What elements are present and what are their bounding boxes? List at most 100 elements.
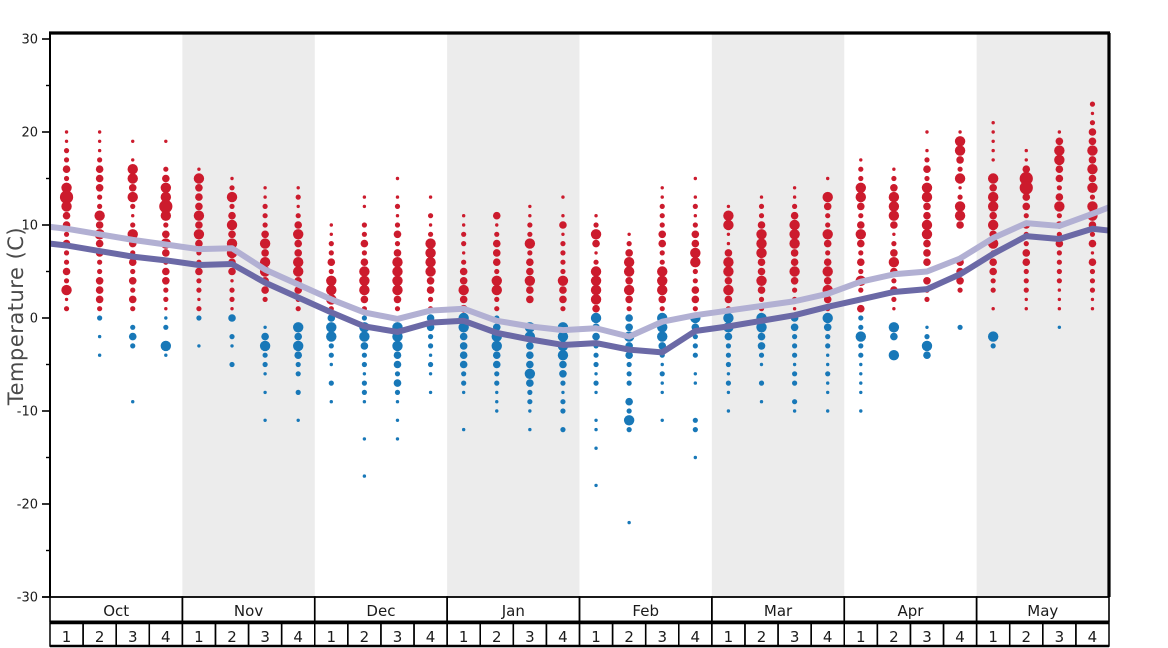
warm-temp-dot (757, 221, 766, 229)
warm-temp-dot (921, 191, 933, 203)
cold-temp-dot (626, 361, 632, 368)
warm-temp-dot (858, 166, 864, 172)
warm-temp-dot (1055, 165, 1064, 173)
warm-temp-dot (891, 241, 897, 247)
cold-temp-dot (560, 408, 566, 414)
cold-temp-dot (858, 324, 864, 330)
cold-temp-dot (593, 380, 599, 386)
warm-temp-dot (561, 195, 565, 199)
warm-temp-dot (526, 258, 534, 267)
cold-temp-dot (825, 343, 831, 349)
cold-temp-dot (459, 351, 468, 360)
warm-temp-dot (989, 267, 997, 276)
warm-temp-dot (262, 222, 268, 228)
cold-temp-dot (693, 455, 698, 460)
warm-temp-dot (892, 167, 896, 171)
cold-temp-dot (594, 372, 598, 376)
cold-temp-dot (326, 322, 337, 333)
warm-temp-dot (1023, 268, 1029, 275)
warm-temp-dot (921, 182, 933, 193)
warm-temp-dot (1055, 193, 1064, 201)
week-number-label: 4 (955, 628, 965, 646)
warm-temp-dot (658, 295, 667, 304)
warm-temp-dot (1022, 165, 1031, 173)
warm-temp-dot (560, 268, 566, 275)
warm-temp-dot (392, 257, 403, 268)
warm-temp-dot (427, 296, 434, 302)
warm-temp-dot (461, 214, 466, 218)
warm-temp-dot (526, 295, 534, 304)
cold-temp-dot (855, 331, 866, 342)
warm-temp-dot (627, 232, 631, 236)
cold-temp-dot (594, 390, 598, 395)
cold-temp-dot (130, 343, 136, 349)
warm-temp-dot (858, 268, 864, 275)
cold-temp-dot (326, 331, 337, 342)
warm-temp-dot (362, 195, 367, 199)
cold-temp-dot (528, 427, 532, 432)
cold-temp-dot (164, 353, 168, 357)
cold-temp-dot (693, 381, 698, 385)
warm-temp-dot (228, 267, 236, 276)
warm-temp-dot (1087, 164, 1098, 175)
cold-temp-dot (660, 362, 664, 367)
warm-temp-dot (657, 275, 668, 286)
cold-temp-dot (623, 415, 635, 426)
y-tick-label: -20 (17, 498, 38, 513)
cold-temp-dot (328, 343, 334, 349)
warm-temp-dot (888, 191, 900, 203)
warm-temp-dot (1055, 174, 1064, 183)
warm-temp-dot (623, 284, 635, 296)
cold-temp-dot (492, 360, 501, 369)
warm-temp-dot (625, 277, 633, 285)
week-number-label: 3 (525, 628, 535, 646)
warm-temp-dot (326, 275, 337, 286)
cold-temp-dot (757, 342, 766, 350)
week-number-label: 1 (591, 628, 601, 646)
warm-temp-dot (1056, 213, 1062, 219)
warm-temp-dot (495, 223, 499, 227)
warm-temp-dot (262, 203, 268, 209)
cold-temp-dot (725, 352, 732, 358)
warm-temp-dot (1055, 137, 1064, 146)
warm-temp-dot (97, 306, 103, 312)
warm-temp-dot (160, 191, 172, 203)
cold-temp-dot (495, 400, 499, 404)
warm-temp-dot (859, 158, 863, 162)
month-label: Jan (501, 602, 525, 620)
warm-temp-dot (263, 186, 267, 190)
warm-temp-dot (1090, 297, 1095, 302)
warm-temp-dot (163, 166, 169, 172)
warm-temp-dot (823, 295, 832, 304)
warm-temp-dot (228, 211, 236, 220)
warm-temp-dot (559, 295, 567, 304)
cold-temp-dot (296, 418, 300, 422)
warm-temp-dot (659, 306, 665, 312)
warm-temp-dot (63, 175, 70, 182)
warm-temp-dot (1023, 278, 1029, 284)
warm-temp-dot (1090, 111, 1095, 116)
cold-temp-dot (294, 351, 303, 360)
warm-temp-dot (923, 239, 931, 248)
cold-temp-dot (359, 331, 370, 342)
warm-temp-dot (690, 257, 701, 268)
warm-temp-dot (196, 278, 202, 284)
cold-temp-dot (725, 343, 732, 349)
cold-temp-dot (461, 427, 466, 432)
warm-temp-dot (393, 295, 402, 304)
warm-temp-dot (561, 232, 565, 236)
warm-temp-dot (130, 287, 136, 293)
warm-temp-dot (97, 203, 103, 209)
warm-temp-dot (1088, 174, 1097, 183)
warm-temp-dot (626, 241, 632, 247)
warm-temp-dot (1088, 156, 1097, 164)
cold-temp-dot (823, 323, 832, 332)
warm-temp-dot (856, 239, 865, 248)
cold-temp-dot (758, 352, 765, 358)
warm-temp-dot (692, 222, 698, 228)
warm-temp-dot (891, 278, 897, 284)
warm-temp-dot (1022, 193, 1031, 201)
shaded-month-band (976, 33, 1109, 597)
warm-temp-dot (825, 222, 831, 228)
cold-temp-dot (790, 323, 799, 332)
